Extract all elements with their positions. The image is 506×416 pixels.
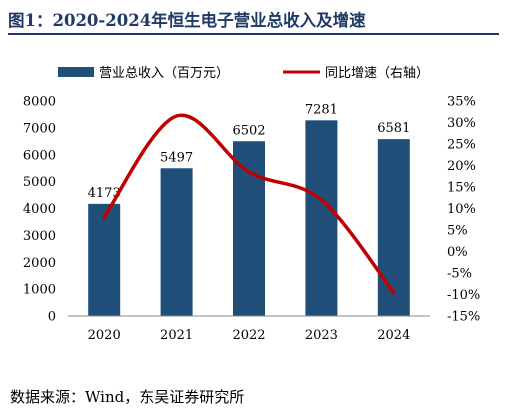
x-tick-label: 2024 — [377, 328, 410, 343]
figure-title: 图1：2020-2024年恒生电子营业总收入及增速 — [8, 11, 366, 30]
left-tick-label: 8000 — [23, 95, 56, 110]
legend-label-revenue: 营业总收入（百万元） — [99, 66, 229, 81]
revenue-data-labels: 4173 5497 6502 7281 6581 — [88, 102, 411, 201]
revenue-bar — [377, 139, 410, 316]
revenue-bars — [88, 120, 410, 317]
revenue-bar — [160, 168, 193, 316]
left-axis-ticks: 0 1000 2000 3000 4000 5000 6000 7000 8000 — [23, 95, 56, 325]
revenue-bar — [88, 203, 121, 316]
left-tick-label: 1000 — [23, 283, 56, 298]
revenue-bar — [305, 120, 338, 317]
left-tick-label: 2000 — [23, 256, 56, 271]
revenue-data-label: 7281 — [305, 102, 338, 117]
left-tick-label: 6000 — [23, 148, 56, 163]
left-tick-label: 5000 — [23, 175, 56, 190]
left-tick-label: 7000 — [23, 121, 56, 136]
revenue-data-label: 6502 — [232, 123, 265, 138]
right-tick-label: -10% — [447, 288, 480, 303]
right-tick-label: 30% — [447, 116, 476, 131]
data-source-note: 数据来源：Wind，东吴证券研究所 — [10, 388, 245, 406]
revenue-data-label: 6581 — [377, 121, 410, 136]
right-tick-label: 0% — [447, 245, 468, 260]
right-tick-label: 20% — [447, 159, 476, 174]
right-tick-label: 5% — [447, 224, 468, 239]
left-tick-label: 4000 — [23, 202, 56, 217]
legend-label-growth: 同比增速（右轴） — [325, 66, 429, 81]
right-tick-label: 15% — [447, 181, 476, 196]
right-tick-label: 35% — [447, 95, 476, 110]
x-axis-ticks: 2020 2021 2022 2023 2024 — [88, 328, 411, 343]
right-tick-label: -5% — [447, 267, 472, 282]
x-tick-label: 2023 — [305, 328, 338, 343]
x-tick-label: 2021 — [160, 328, 193, 343]
revenue-data-label: 5497 — [160, 150, 193, 165]
right-tick-label: 10% — [447, 202, 476, 217]
x-tick-label: 2022 — [232, 328, 265, 343]
right-tick-label: -15% — [447, 310, 480, 325]
title-divider — [8, 33, 499, 35]
revenue-bar — [233, 141, 265, 316]
revenue-data-label: 4173 — [88, 186, 121, 201]
x-tick-label: 2020 — [88, 328, 121, 343]
right-axis-ticks: -15% -10% -5% 0% 5% 10% 15% 20% 25% 30% 35% — [447, 95, 480, 325]
left-tick-label: 3000 — [23, 229, 56, 244]
legend-swatch-revenue — [58, 67, 94, 77]
growth-rate-line — [102, 113, 396, 295]
left-tick-label: 0 — [48, 310, 56, 325]
chart-legend: 营业总收入（百万元） 同比增速（右轴） — [58, 66, 429, 81]
right-tick-label: 25% — [447, 138, 476, 153]
